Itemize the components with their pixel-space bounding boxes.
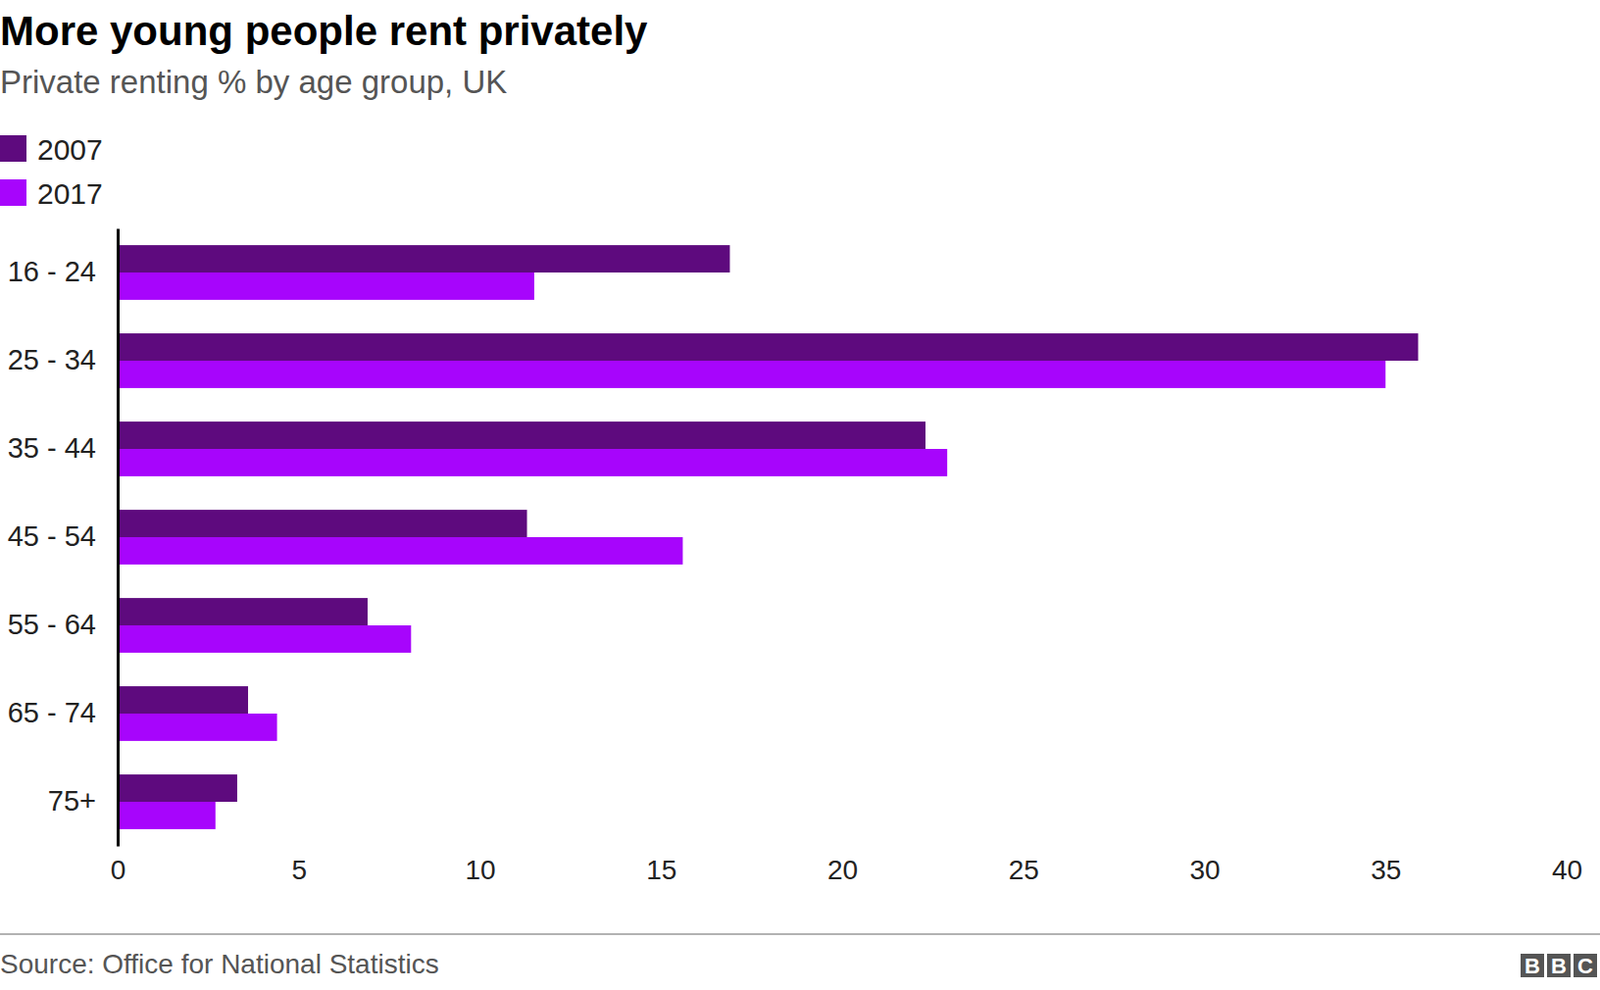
source: Source: Office for National Statistics [0,949,440,980]
x-axis: 0 5 10 15 20 25 30 35 40 [110,846,1583,886]
x-axis-line [118,846,1568,848]
y-tick-label: 65 - 74 [7,697,97,729]
x-tick: 40 [1551,846,1583,886]
bar [117,360,1386,389]
legend-swatch [0,179,27,206]
x-tick-label: 30 [1189,854,1220,886]
y-tick: 16 - 24 [7,255,118,288]
y-tick: 25 - 34 [7,344,118,376]
y-tick-label: 16 - 24 [7,255,97,288]
legend: 2007 2017 [0,133,103,210]
y-tick: 35 - 44 [7,432,118,464]
bar [117,774,238,802]
y-axis-line [116,229,120,848]
bar [117,421,926,450]
x-tick: 20 [827,846,858,886]
x-tick-label: 40 [1551,854,1583,886]
bar [117,625,411,653]
y-tick: 75+ [48,785,118,817]
subtitle: Private renting % by age group, UK [0,63,507,100]
x-tick: 10 [464,846,496,886]
logo-box [1520,953,1545,978]
x-tick: 25 [1008,846,1040,886]
x-tick-label: 35 [1370,854,1401,886]
y-tick-label: 55 - 64 [7,608,97,641]
logo-box [1547,953,1571,978]
y-tick-label: 35 - 44 [7,432,97,464]
y-tick: 45 - 54 [7,520,118,552]
x-tick: 15 [646,846,677,886]
bar [117,272,535,300]
logo-text: BBC [1524,953,1594,979]
x-tick-label: 10 [464,854,496,886]
y-axis: 16 - 24 25 - 34 35 - 44 45 - 54 55 - 64 65 - … [7,229,119,848]
x-tick-label: 5 [291,854,307,886]
y-tick: 65 - 74 [7,697,118,729]
bar [117,713,278,742]
y-tick: 55 - 64 [7,608,118,641]
footer-rule [0,933,1600,936]
x-tick: 30 [1189,846,1220,886]
bars [117,245,1419,830]
legend-swatch [0,135,27,162]
x-tick-label: 15 [646,854,677,886]
logo: BBC [1520,953,1598,979]
chart: More young people rent privately Private … [0,0,1600,990]
legend-label: 2017 [37,177,103,210]
x-tick-label: 25 [1008,854,1040,886]
x-tick-label: 20 [827,854,858,886]
bar [117,333,1419,361]
x-tick-label: 0 [110,854,127,886]
bar [117,598,368,626]
logo-box [1573,953,1598,978]
title: More young people rent privately [0,7,649,54]
bar [117,245,730,273]
bar [117,509,528,538]
y-tick-label: 45 - 54 [7,520,97,552]
bar [117,449,948,477]
bar [117,801,216,830]
x-tick: 0 [110,846,127,886]
x-tick: 35 [1370,846,1401,886]
y-tick-label: 25 - 34 [7,344,97,376]
bar [117,537,683,565]
y-tick-label: 75+ [48,785,97,817]
bar [117,686,249,714]
legend-label: 2007 [37,133,103,166]
x-tick: 5 [291,846,307,886]
